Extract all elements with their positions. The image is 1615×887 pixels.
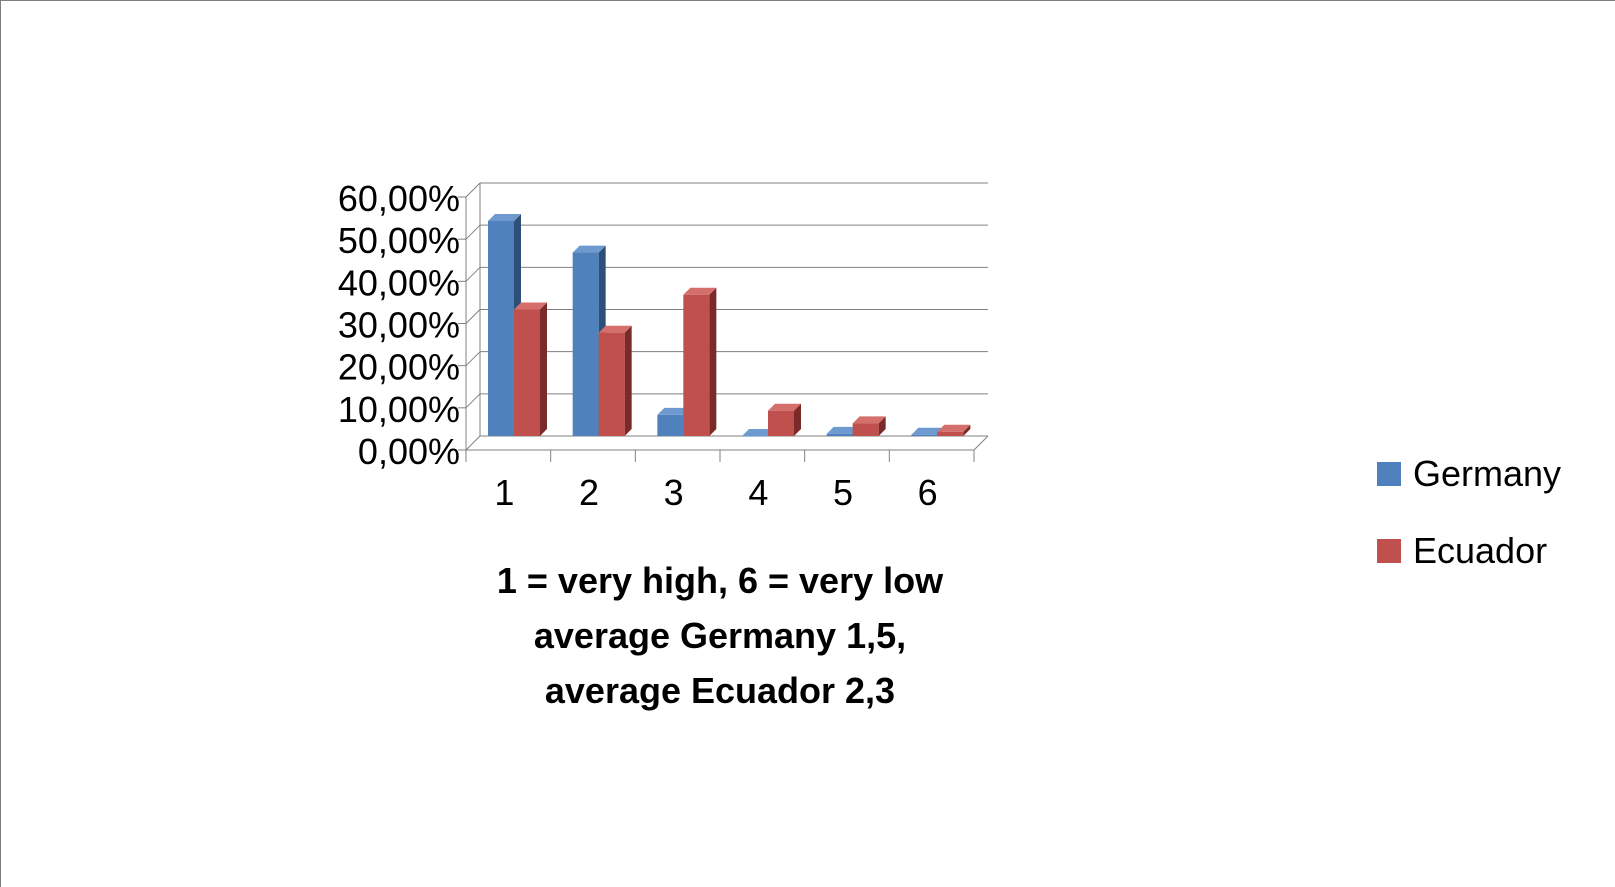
bar-front <box>488 220 514 436</box>
bar-top <box>683 287 717 295</box>
bar-front <box>852 423 879 436</box>
y-tick-label: 50,00% <box>338 220 460 261</box>
gridline-depth <box>465 309 481 324</box>
bar-top <box>657 407 691 415</box>
bar-side <box>709 287 717 436</box>
bar-ecuador-5 <box>852 416 886 436</box>
legend: Germany Ecuador <box>1377 453 1561 571</box>
bar-top <box>911 427 945 435</box>
bar-ecuador-2 <box>598 325 632 436</box>
bar-top <box>742 429 775 436</box>
x-axis-label-line-3: average Ecuador 2,3 <box>545 670 895 711</box>
y-tick-label: 30,00% <box>338 305 460 346</box>
gridline-depth <box>465 351 481 367</box>
bar-germany-4 <box>742 429 775 437</box>
bar-germany-1 <box>488 213 521 436</box>
x-axis-label-line-2: average Germany 1,5, <box>534 615 906 656</box>
x-tick-label: 1 <box>494 472 514 513</box>
x-tick-labels: 1 2 3 4 5 6 <box>494 472 937 513</box>
y-tick-labels: 0,00%10,00%20,00%30,00%40,00%50,00%60,00… <box>338 178 460 472</box>
y-tick-label: 40,00% <box>338 262 460 303</box>
bar-front <box>911 434 938 436</box>
bar-top <box>852 416 886 424</box>
bar-ecuador-3 <box>683 287 717 436</box>
x-tick-label: 4 <box>748 472 768 513</box>
y-tick-label: 0,00% <box>358 431 460 472</box>
bar-front <box>514 309 540 436</box>
y-tick-label: 10,00% <box>338 389 460 430</box>
bar-side <box>794 403 801 436</box>
bar-ecuador-6 <box>937 424 971 436</box>
bar-ecuador-1 <box>514 302 547 436</box>
legend-swatch-germany <box>1377 462 1401 486</box>
bar-top <box>488 213 521 221</box>
bar-top <box>598 325 632 333</box>
legend-label-ecuador: Ecuador <box>1413 530 1547 571</box>
bar-top <box>768 403 801 411</box>
bar-front <box>572 252 599 436</box>
legend-label-germany: Germany <box>1413 453 1561 494</box>
axes <box>458 183 989 462</box>
gridline-depth <box>465 393 481 409</box>
bar-front <box>937 431 964 436</box>
bar-top <box>826 426 860 434</box>
gridlines <box>465 182 988 451</box>
bars <box>488 213 971 437</box>
bar-side <box>540 302 547 436</box>
bar-top <box>514 302 547 310</box>
bar-front <box>826 433 853 436</box>
gridline-depth <box>465 435 481 451</box>
x-tick-label: 2 <box>579 472 599 513</box>
gridline-depth <box>465 182 481 198</box>
bar-front <box>742 436 768 437</box>
bar-side <box>878 416 886 436</box>
bar-ecuador-4 <box>768 403 801 436</box>
x-tick-label: 5 <box>833 472 853 513</box>
y-tick-label: 60,00% <box>338 178 460 219</box>
x-tick-label: 6 <box>918 472 938 513</box>
y-tick-label: 20,00% <box>338 347 460 388</box>
bar-front <box>768 410 794 436</box>
gridline-depth <box>465 224 481 240</box>
bar-front <box>683 294 710 436</box>
x-axis-label-line-1: 1 = very high, 6 = very low <box>497 560 944 601</box>
bar-top <box>572 245 606 253</box>
gridline-depth <box>465 266 481 282</box>
bar-front <box>657 414 684 436</box>
legend-swatch-ecuador <box>1377 539 1401 563</box>
x-tick-label: 3 <box>664 472 684 513</box>
x-axis-label: 1 = very high, 6 = very low average Germ… <box>497 560 944 711</box>
bar-side <box>624 325 632 436</box>
floor-right-edge <box>973 435 989 451</box>
bar-top <box>937 424 971 432</box>
bar-front <box>598 332 625 436</box>
bar-side <box>963 424 971 436</box>
